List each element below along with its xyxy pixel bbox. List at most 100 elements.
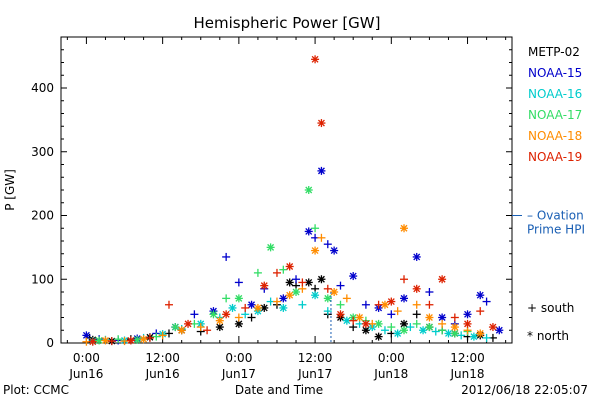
- data-point: [234, 319, 243, 328]
- data-point: [152, 332, 161, 341]
- series-legend: METP-02 NOAA-15 NOAA-16 NOAA-17 NOAA-18 NOAA-…: [528, 45, 582, 164]
- marker-legend: + south * north: [527, 301, 574, 343]
- data-point: [412, 310, 421, 319]
- data-point: [425, 300, 434, 309]
- x-tick-date-label: Jun17: [297, 367, 332, 381]
- data-point: [311, 55, 320, 64]
- data-point: [317, 233, 326, 242]
- x-tick-time-label: 0:00: [73, 351, 100, 365]
- data-point: [400, 326, 409, 335]
- data-point: [209, 310, 218, 319]
- data-point: [387, 310, 396, 319]
- data-point: [228, 303, 237, 312]
- data-point: [374, 300, 383, 309]
- x-tick-date-label: Jun16: [68, 367, 103, 381]
- data-point: [279, 303, 288, 312]
- x-tick-date-label: Jun18: [373, 367, 408, 381]
- data-point: [190, 310, 199, 319]
- data-point: [400, 294, 409, 303]
- x-tick-time-label: 0:00: [378, 351, 405, 365]
- data-point: [272, 268, 281, 277]
- data-point: [279, 265, 288, 274]
- data-point: [164, 300, 173, 309]
- data-point: [336, 310, 345, 319]
- data-point: [438, 275, 447, 284]
- data-point: [457, 331, 466, 340]
- data-point: [234, 313, 243, 322]
- plot-frame: [60, 36, 513, 344]
- data-point: [387, 297, 396, 306]
- data-point: [400, 275, 409, 284]
- data-point: [469, 332, 478, 341]
- data-point: [317, 275, 326, 284]
- data-point: [412, 300, 421, 309]
- data-point: [126, 336, 135, 345]
- data-point: [476, 291, 485, 300]
- data-point: [393, 329, 402, 338]
- data-point: [260, 281, 269, 290]
- data-point: [184, 319, 193, 328]
- data-point: [463, 310, 472, 319]
- data-point: [317, 166, 326, 175]
- x-tick-time-label: 12:00: [298, 351, 333, 365]
- ovation-hpi-label-line2: Prime HPI: [527, 223, 585, 237]
- x-tick-date-label: Jun17: [221, 367, 256, 381]
- data-point: [476, 307, 485, 316]
- data-point: [285, 278, 294, 287]
- ovation-hpi-label-line1: – Ovation: [527, 209, 584, 223]
- data-point: [425, 288, 434, 296]
- footer-timestamp: 2012/06/18 22:05:07: [461, 383, 588, 397]
- data-point: [158, 331, 167, 340]
- data-point: [107, 337, 116, 346]
- data-point: [304, 227, 313, 236]
- data-point: [438, 319, 447, 328]
- x-tick-date-label: Jun18: [450, 367, 485, 381]
- data-point: [412, 319, 421, 328]
- data-point: [285, 262, 294, 271]
- data-points: [82, 55, 504, 346]
- data-point: [374, 319, 383, 328]
- data-point: [247, 313, 256, 322]
- data-point: [272, 297, 281, 306]
- data-point: [323, 240, 332, 249]
- data-point: [234, 294, 243, 303]
- data-point: [311, 246, 320, 255]
- marker-legend-entry: + south: [527, 301, 574, 315]
- legend-entry: NOAA-15: [528, 66, 582, 80]
- data-point: [323, 307, 332, 316]
- data-point: [253, 303, 262, 312]
- marker-legend-entry: * north: [527, 329, 569, 343]
- data-point: [317, 119, 326, 128]
- data-point: [412, 284, 421, 293]
- data-point: [482, 333, 491, 342]
- data-point: [393, 307, 402, 316]
- data-point: [488, 323, 497, 332]
- data-point: [463, 319, 472, 328]
- data-point: [311, 224, 320, 233]
- legend-entry: METP-02: [528, 45, 580, 59]
- data-point: [349, 316, 358, 325]
- data-point: [114, 335, 123, 344]
- x-tick-time-label: 12:00: [450, 351, 485, 365]
- data-point: [215, 316, 224, 325]
- data-point: [495, 326, 504, 335]
- plot-area: [60, 36, 513, 344]
- data-point: [342, 294, 351, 303]
- y-axis-label: P [GW]: [3, 169, 17, 211]
- data-point: [330, 246, 339, 255]
- data-point: [400, 319, 409, 328]
- y-tick-label: 0: [46, 336, 54, 350]
- data-point: [298, 278, 307, 287]
- x-tick-time-label: 0:00: [225, 351, 252, 365]
- data-point: [298, 300, 307, 309]
- data-point: [222, 294, 231, 303]
- data-point: [253, 268, 262, 277]
- data-point: [292, 288, 301, 296]
- data-point: [101, 336, 110, 345]
- data-point: [196, 323, 205, 332]
- y-tick-label: 400: [31, 81, 54, 95]
- data-point: [431, 327, 440, 336]
- data-point: [361, 326, 370, 335]
- x-axis: 0:00 Jun16 12:00 Jun16 0:00 Jun17 12:00 Jun17 0:…: [66, 37, 507, 381]
